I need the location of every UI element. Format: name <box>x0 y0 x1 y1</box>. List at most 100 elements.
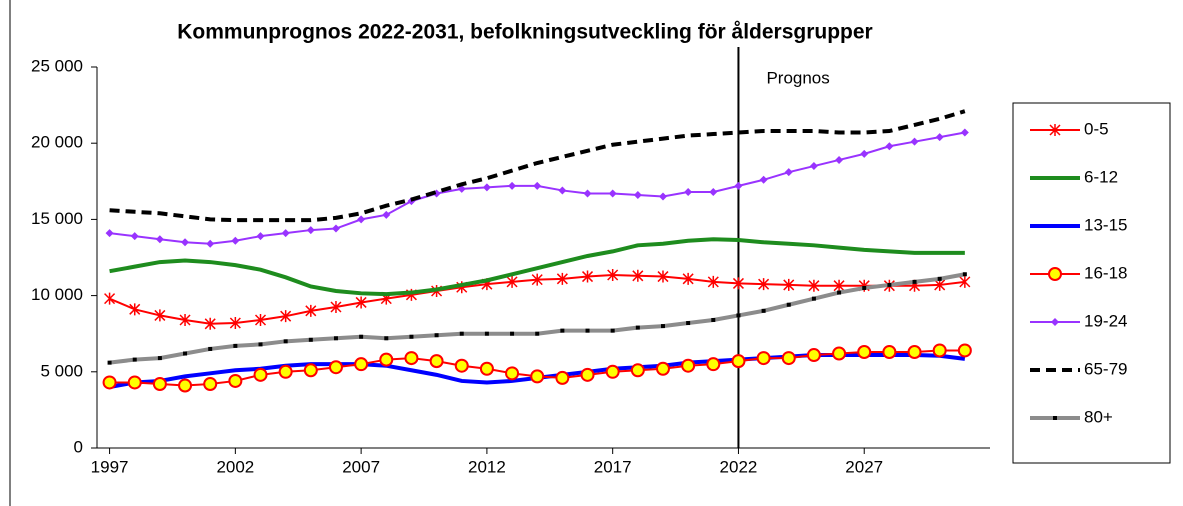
marker <box>355 296 367 309</box>
marker <box>535 331 540 336</box>
marker <box>130 232 139 241</box>
marker <box>759 175 768 184</box>
marker <box>857 344 872 359</box>
marker <box>505 366 520 381</box>
legend-marker <box>1053 416 1057 420</box>
marker <box>556 272 568 285</box>
marker <box>809 162 818 171</box>
marker <box>454 358 469 373</box>
marker <box>959 275 971 288</box>
marker <box>608 189 617 198</box>
marker <box>404 351 419 366</box>
marker <box>283 339 288 344</box>
marker <box>833 279 845 292</box>
marker <box>761 308 766 313</box>
legend-label: 16-18 <box>1084 263 1127 282</box>
marker <box>706 357 721 372</box>
marker <box>384 336 389 341</box>
marker <box>581 270 594 283</box>
marker <box>510 331 515 336</box>
legend-marker <box>1051 318 1059 326</box>
marker <box>658 192 667 201</box>
marker <box>479 361 494 376</box>
x-tick-label: 2017 <box>594 457 632 476</box>
marker <box>607 269 619 282</box>
marker <box>657 270 669 283</box>
marker <box>756 351 771 366</box>
marker <box>682 272 694 285</box>
marker <box>206 239 215 248</box>
marker <box>328 360 343 375</box>
marker <box>808 279 820 292</box>
annotation: Prognos <box>766 68 829 87</box>
marker <box>633 191 642 200</box>
marker <box>605 364 620 379</box>
chart-title: Kommunprognos 2022-2031, befolkningsutve… <box>177 21 872 44</box>
marker <box>508 181 517 190</box>
marker <box>806 348 821 363</box>
marker <box>660 324 665 329</box>
marker <box>907 344 922 359</box>
marker <box>256 232 265 241</box>
y-tick-label: 10 000 <box>31 285 83 304</box>
marker <box>932 343 947 358</box>
marker <box>910 137 919 146</box>
marker <box>960 128 969 137</box>
marker <box>957 343 972 358</box>
marker <box>709 187 718 196</box>
marker <box>580 367 595 382</box>
marker <box>127 375 142 390</box>
marker <box>129 303 141 316</box>
marker <box>229 317 241 330</box>
marker <box>887 282 892 287</box>
marker <box>585 328 590 333</box>
marker <box>533 181 542 190</box>
marker <box>258 342 263 347</box>
marker <box>107 360 112 365</box>
marker <box>635 325 640 330</box>
marker <box>837 290 842 295</box>
marker <box>610 328 615 333</box>
marker <box>583 189 592 198</box>
marker <box>305 304 317 317</box>
marker <box>354 357 369 372</box>
marker <box>530 369 545 384</box>
marker <box>409 334 414 339</box>
marker <box>935 133 944 142</box>
marker <box>558 186 567 195</box>
marker <box>482 183 491 192</box>
series <box>109 237 965 297</box>
y-tick-label: 25 000 <box>31 56 83 75</box>
marker <box>862 285 867 290</box>
marker <box>280 310 292 323</box>
marker <box>254 313 267 326</box>
x-tick-label: 2007 <box>342 457 380 476</box>
marker <box>686 321 691 326</box>
marker <box>655 361 670 376</box>
marker <box>937 276 942 281</box>
legend-label: 80+ <box>1084 407 1113 426</box>
marker <box>253 367 268 382</box>
marker <box>379 352 394 367</box>
marker <box>333 336 338 341</box>
marker <box>630 363 645 378</box>
x-tick-label: 2022 <box>720 457 758 476</box>
marker <box>885 142 894 151</box>
marker <box>359 334 364 339</box>
marker <box>179 313 191 326</box>
marker <box>204 317 216 330</box>
marker <box>555 370 570 385</box>
series-line <box>109 237 965 297</box>
legend-marker <box>1049 124 1061 136</box>
legend-box <box>1012 102 1171 464</box>
series-line <box>109 109 966 223</box>
marker <box>105 229 114 238</box>
marker <box>303 363 318 378</box>
x-tick-label: 2012 <box>468 457 506 476</box>
marker <box>203 376 218 391</box>
marker <box>102 375 117 390</box>
marker <box>308 337 313 342</box>
marker <box>736 313 741 318</box>
